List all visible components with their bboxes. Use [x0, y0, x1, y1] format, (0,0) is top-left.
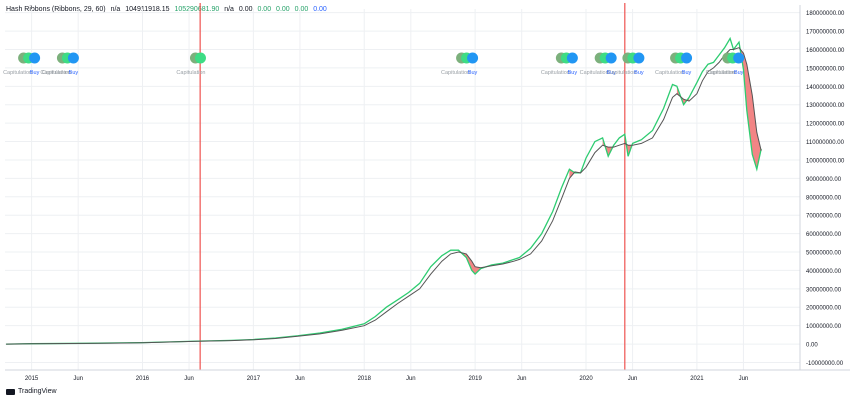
y-tick-label: 130000000.00	[806, 103, 845, 109]
buy-dot	[605, 52, 617, 64]
y-tick-label: 0.00	[806, 343, 818, 349]
buy-label: Buy	[30, 70, 40, 76]
y-tick-label: 160000000.00	[806, 48, 845, 54]
buy-dot	[29, 52, 41, 64]
x-tick-label: 2020	[579, 376, 593, 382]
buy-label: Buy	[468, 70, 478, 76]
y-tick-label: 80000000.00	[806, 195, 842, 201]
y-tick-label: 180000000.00	[806, 11, 845, 17]
y-tick-label: 110000000.00	[806, 140, 845, 146]
y-tick-label: 120000000.00	[806, 122, 845, 128]
chart-legend: Hash Ribbons (Ribbons, 29, 60) n/a 10491…	[6, 6, 330, 13]
capitulation-label: Capitulation	[580, 70, 609, 76]
x-tick-label: 2019	[468, 376, 482, 382]
buy-dot	[467, 52, 479, 64]
y-tick-label: 90000000.00	[806, 177, 842, 183]
y-tick-label: 20000000.00	[806, 306, 842, 312]
capitulation-fill	[458, 42, 762, 275]
buy-label: Buy	[568, 70, 578, 76]
x-tick-label: 2016	[136, 376, 150, 382]
buy-label: Buy	[634, 70, 644, 76]
buy-label: Buy	[69, 70, 79, 76]
tradingview-logo: TradingView	[6, 388, 57, 395]
capitulation-label: Capitulation	[176, 70, 205, 76]
x-tick-label: Jun	[73, 376, 83, 382]
x-tick-label: Jun	[406, 376, 416, 382]
x-tick-label: Jun	[295, 376, 305, 382]
legend-value-2: 105290681.90	[174, 6, 220, 13]
buy-label: Buy	[734, 70, 744, 76]
y-tick-label: 60000000.00	[806, 232, 842, 238]
buy-dot	[633, 52, 645, 64]
signal-marker: Capitulation	[176, 52, 206, 76]
legend-na-2: n/a	[224, 6, 234, 13]
x-tick-label: 2017	[247, 376, 261, 382]
y-tick-label: -10000000.00	[806, 361, 844, 367]
buy-label: Buy	[606, 70, 616, 76]
buy-dot	[566, 52, 578, 64]
capitulation-label: Capitulation	[3, 70, 32, 76]
capitulation-area	[739, 42, 762, 170]
legend-zero-5: 0.00	[313, 6, 327, 13]
x-tick-label: Jun	[628, 376, 638, 382]
buy-label: Buy	[682, 70, 692, 76]
legend-zero-3: 0.00	[276, 6, 290, 13]
legend-zero-1: 0.00	[238, 6, 253, 13]
capitulation-label: Capitulation	[655, 70, 684, 76]
y-tick-label: 70000000.00	[806, 214, 842, 220]
y-tick-label: 100000000.00	[806, 158, 845, 164]
fast-ribbon-line	[6, 36, 762, 345]
capitulation-label: Capitulation	[541, 70, 570, 76]
capitulation-dot	[194, 52, 206, 64]
legend-zero-4: 0.00	[294, 6, 309, 13]
capitulation-area	[458, 250, 492, 275]
x-tick-label: Jun	[184, 376, 194, 382]
tradingview-brand: TradingView	[18, 388, 57, 395]
y-tick-label: 10000000.00	[806, 324, 842, 330]
y-tick-label: 50000000.00	[806, 251, 842, 257]
slow-ribbon-line	[6, 47, 762, 345]
buy-dot	[681, 52, 693, 64]
legend-na-1: n/a	[110, 6, 121, 13]
capitulation-label: Capitulation	[42, 70, 71, 76]
axes: 180000000.00 170000000.00 160000000.00 1500…	[5, 5, 850, 382]
y-tick-label: 140000000.00	[806, 85, 845, 91]
y-tick-label: 170000000.00	[806, 30, 845, 36]
capitulation-label: Capitulation	[441, 70, 470, 76]
capitulation-label: Capitulation	[707, 70, 736, 76]
x-tick-label: Jun	[739, 376, 749, 382]
y-tick-label: 150000000.00	[806, 66, 845, 72]
buy-dot	[733, 52, 745, 64]
capitulation-label: Capitulation	[40, 70, 69, 76]
buy-dot	[67, 52, 79, 64]
capitulation-label: Capitulation	[706, 70, 735, 76]
grid	[5, 9, 800, 370]
tradingview-icon	[6, 388, 15, 395]
legend-value-1: 104911918.15	[125, 6, 170, 13]
vertical-lines	[199, 3, 626, 370]
legend-zero-2: 0.00	[257, 6, 272, 13]
x-tick-label: 2015	[25, 376, 39, 382]
x-tick-label: Jun	[517, 376, 527, 382]
series-lines	[6, 36, 762, 345]
y-tick-label: 30000000.00	[806, 287, 842, 293]
legend-study-name: Hash Ribbons (Ribbons, 29, 60)	[6, 6, 106, 13]
x-tick-label: 2018	[358, 376, 372, 382]
x-tick-label: 2021	[690, 376, 704, 382]
capitulation-label: Capitulation	[607, 70, 636, 76]
y-tick-label: 40000000.00	[806, 269, 842, 275]
